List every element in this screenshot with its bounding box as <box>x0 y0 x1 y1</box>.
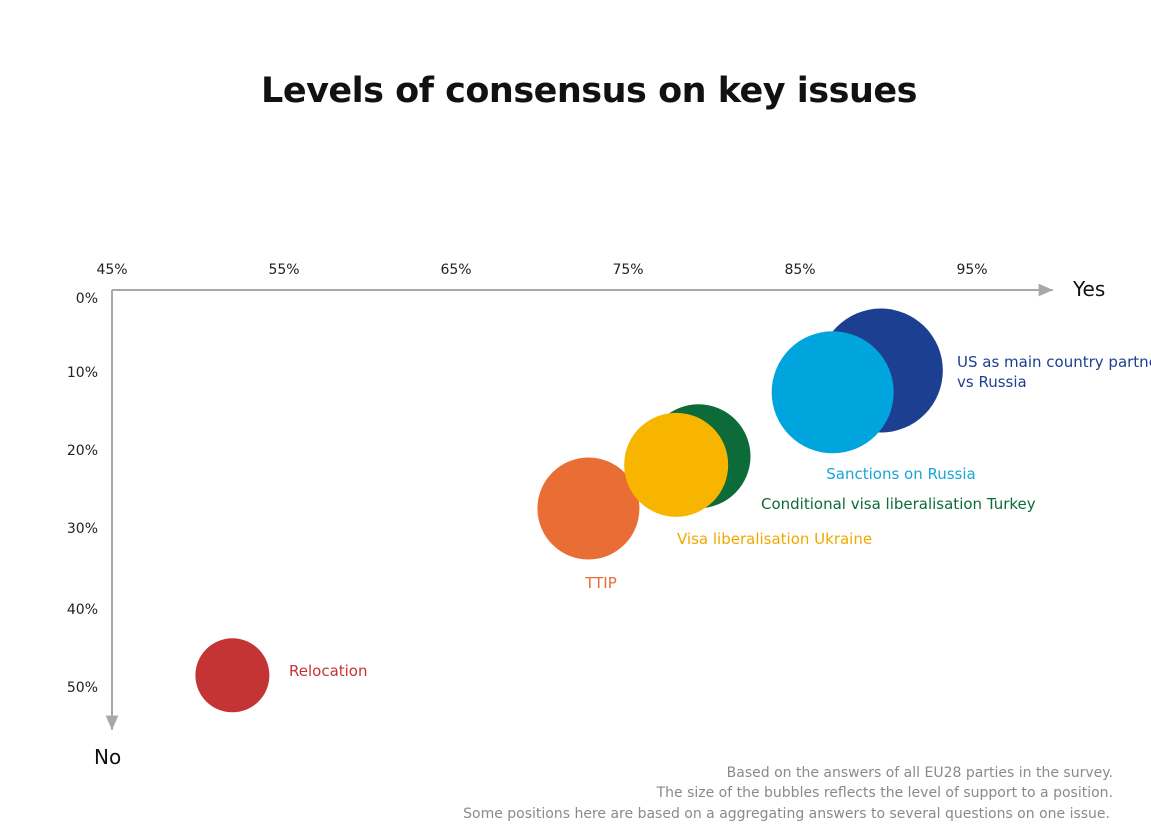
bubble-label-us-as-main-country-partner-vs-russia: US as main country partner vs Russia <box>957 353 1151 391</box>
footnote-line-1: Based on the answers of all EU28 parties… <box>727 765 1113 781</box>
bubbles-layer <box>195 308 943 713</box>
y-tick-label: 40% <box>67 602 98 618</box>
y-tick-label: 50% <box>67 680 98 696</box>
bubble-visa-liberalisation-ukraine <box>624 412 729 517</box>
x-tick-label: 45% <box>96 262 127 278</box>
chart-title: Levels of consensus on key issues <box>261 71 917 111</box>
x-tick-label: 85% <box>784 262 815 278</box>
bubble-relocation <box>195 638 270 713</box>
bubble-label-ttip: TTIP <box>584 574 617 592</box>
x-axis-end-label: Yes <box>1072 277 1105 301</box>
y-tick-label: 10% <box>67 365 98 381</box>
bubble-ttip <box>537 457 640 560</box>
x-tick-labels: 45% 55% 65% 75% 85% 95% <box>96 262 987 278</box>
bubble-sanctions-on-russia <box>771 331 894 454</box>
y-tick-label: 0% <box>76 291 98 307</box>
x-tick-label: 65% <box>440 262 471 278</box>
bubble-label-sanctions-on-russia: Sanctions on Russia <box>826 465 975 483</box>
footnote-line-2: The size of the bubbles reflects the lev… <box>656 785 1113 801</box>
x-tick-label: 75% <box>612 262 643 278</box>
bubble-labels-layer: Relocation TTIP Conditional visa liberalis… <box>289 353 1151 680</box>
x-tick-label: 95% <box>956 262 987 278</box>
bubble-label-visa-liberalisation-ukraine: Visa liberalisation Ukraine <box>677 530 872 548</box>
footnotes: Based on the answers of all EU28 parties… <box>463 765 1113 822</box>
y-axis-end-label: No <box>94 745 121 769</box>
y-tick-label: 30% <box>67 521 98 537</box>
x-tick-label: 55% <box>268 262 299 278</box>
y-tick-label: 20% <box>67 443 98 459</box>
footnote-line-3: Some positions here are based on a aggre… <box>463 806 1110 822</box>
bubble-label-relocation: Relocation <box>289 662 368 680</box>
y-tick-labels: 0% 10% 20% 30% 40% 50% <box>67 291 98 696</box>
bubble-label-conditional-visa-liberalisation-turkey: Conditional visa liberalisation Turkey <box>761 495 1036 513</box>
